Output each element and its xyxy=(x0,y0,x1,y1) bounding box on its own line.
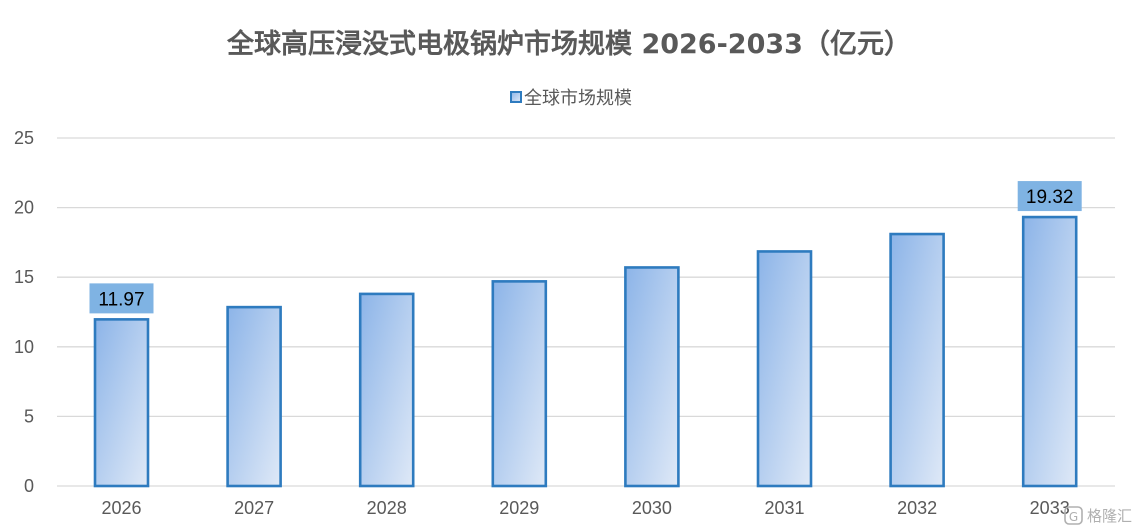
data-label-2033: 19.32 xyxy=(1017,181,1082,212)
y-tick-label: 0 xyxy=(24,476,34,496)
x-tick-label: 2032 xyxy=(897,498,937,518)
x-tick-label: 2026 xyxy=(101,498,141,518)
bar-2029 xyxy=(491,280,548,488)
data-labels: 11.97 19.32 xyxy=(89,181,1082,314)
x-tick-label: 2027 xyxy=(234,498,274,518)
watermark: G 格隆汇 xyxy=(1064,506,1132,525)
brand-logo-icon xyxy=(1064,506,1083,525)
x-tick-label: 2029 xyxy=(499,498,539,518)
legend: 全球市场规模 xyxy=(510,88,632,109)
legend-swatch xyxy=(510,91,522,103)
y-tick-label: 20 xyxy=(14,198,34,218)
data-label-text: 19.32 xyxy=(1026,187,1074,208)
legend-label: 全球市场规模 xyxy=(524,88,632,109)
bar-2032 xyxy=(889,232,945,488)
data-label-text: 11.97 xyxy=(98,289,144,310)
y-tick-label: 15 xyxy=(14,267,34,287)
y-axis-tick-labels: 0 5 10 15 20 25 xyxy=(14,128,34,496)
y-tick-label: 10 xyxy=(14,337,34,357)
data-label-2026: 11.97 xyxy=(89,283,154,314)
bar-2026 xyxy=(93,318,150,488)
y-tick-label: 25 xyxy=(14,128,34,148)
bar-2033 xyxy=(1021,215,1078,488)
watermark-text: 格隆汇 xyxy=(1087,507,1132,525)
gridlines xyxy=(57,137,1115,487)
bar-2028 xyxy=(358,292,415,488)
data-label-background xyxy=(1017,181,1082,212)
x-tick-label: 2031 xyxy=(764,498,804,518)
x-tick-label: 2028 xyxy=(367,498,407,518)
bar-2031 xyxy=(756,250,813,488)
x-axis-tick-labels: 2026 2027 2028 2029 2030 2031 2032 2033 xyxy=(101,498,1069,518)
brand-logo-icon-glyph: G xyxy=(1069,510,1078,524)
bar-2027 xyxy=(226,305,282,488)
chart-title: 全球高压浸没式电极锅炉市场规模 2026-2033（亿元） xyxy=(226,28,911,60)
bars xyxy=(93,215,1078,488)
bar-2030 xyxy=(624,266,680,488)
x-tick-label: 2030 xyxy=(632,498,672,518)
y-tick-label: 5 xyxy=(24,406,34,426)
data-label-background xyxy=(89,283,154,314)
x-tick-label: 2033 xyxy=(1030,498,1070,518)
